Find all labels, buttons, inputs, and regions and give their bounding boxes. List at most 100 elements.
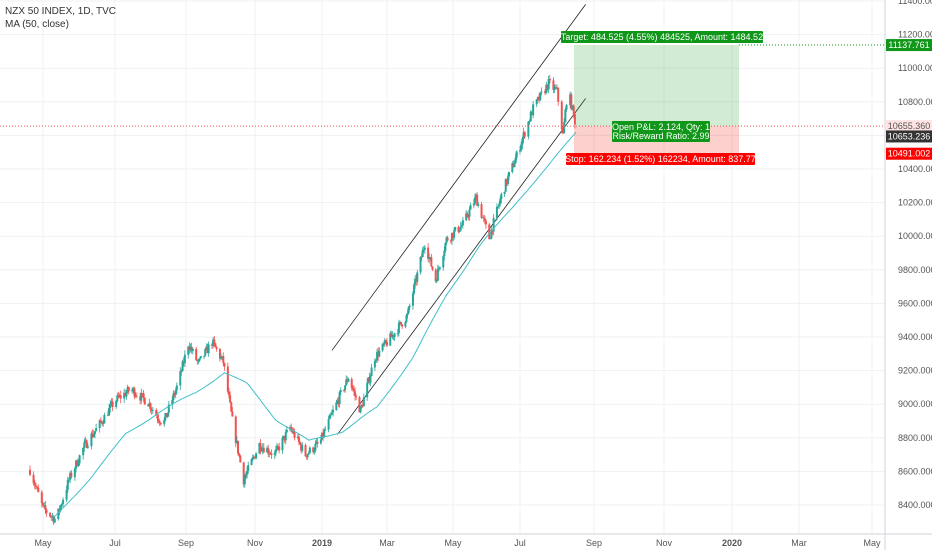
candle-down <box>546 84 549 90</box>
candle-up <box>495 206 498 219</box>
candle-up <box>274 449 277 453</box>
candle-up <box>110 401 113 405</box>
candle-down <box>283 435 286 441</box>
candle-down <box>211 344 214 346</box>
candle-up <box>191 348 194 352</box>
candle-down <box>400 321 403 325</box>
candle-up <box>461 220 464 226</box>
candle-down <box>99 420 102 422</box>
candle-up <box>78 455 81 464</box>
candle-down <box>512 163 515 168</box>
candle-up <box>376 351 379 360</box>
candle-up <box>148 403 151 407</box>
candle-down <box>218 348 221 359</box>
candle-down <box>415 278 418 282</box>
candle-down <box>52 516 55 523</box>
candle-down <box>290 427 293 430</box>
candle-down <box>45 509 48 513</box>
candle-up <box>564 109 567 122</box>
candle-down <box>557 87 560 102</box>
candle-up <box>126 387 129 393</box>
x-tick-label: Sep <box>178 538 194 548</box>
entry-price-tag: 10655.360 <box>888 121 931 131</box>
candle-up <box>359 407 362 413</box>
legend-indicator: MA (50, close) <box>5 19 69 30</box>
candle-down <box>368 377 371 383</box>
candle-down <box>262 447 265 453</box>
candle-up <box>244 474 247 478</box>
candle-up <box>497 206 500 208</box>
candle-up <box>92 434 95 438</box>
candle-up <box>335 402 338 410</box>
candle-down <box>476 194 479 206</box>
candle-up <box>460 225 463 227</box>
candle-up <box>490 229 493 239</box>
candle-up <box>428 257 431 259</box>
candle-up <box>103 414 106 424</box>
candle-down <box>159 423 162 425</box>
candle-down <box>229 395 232 403</box>
candle-down <box>572 105 575 115</box>
candles <box>29 74 576 526</box>
candle-down <box>561 129 564 134</box>
candle-down <box>37 487 40 493</box>
y-tick-label: 8400.000 <box>898 500 932 510</box>
candle-up <box>131 389 134 392</box>
channel-lower-line <box>337 98 586 435</box>
candle-up <box>273 452 276 455</box>
candle-down <box>195 348 198 361</box>
candle-down <box>538 96 541 101</box>
candle-up <box>563 121 566 134</box>
price-lines <box>0 44 885 127</box>
stop-price-tag: 10491.002 <box>888 149 931 159</box>
candle-up <box>381 343 384 351</box>
candle-down <box>206 346 209 354</box>
candle-down <box>158 421 161 424</box>
y-tick-label: 11000.000 <box>898 63 932 73</box>
candle-down <box>305 456 308 458</box>
candle-down <box>386 342 388 346</box>
candle-up <box>83 442 86 448</box>
candle-down <box>165 413 168 417</box>
candle-up <box>296 436 299 438</box>
candle-down <box>188 346 191 350</box>
candle-up <box>235 440 238 443</box>
candle-up <box>95 428 98 432</box>
candle-down <box>259 443 262 451</box>
candle-up <box>179 371 182 386</box>
last-price-tag: 10653.236 <box>888 131 931 141</box>
candle-down <box>431 266 434 270</box>
candle-up <box>174 390 177 395</box>
candle-up <box>569 94 572 105</box>
candle-up <box>545 84 548 94</box>
candle-down <box>40 492 43 503</box>
candle-up <box>393 333 396 337</box>
candle-down <box>346 379 349 382</box>
candle-down <box>382 343 385 345</box>
candle-up <box>527 121 530 137</box>
candle-up <box>65 489 68 500</box>
candle-up <box>332 409 335 413</box>
x-tick-label: Mar <box>379 538 395 548</box>
candle-down <box>430 257 433 267</box>
candle-up <box>171 400 174 405</box>
candle-up <box>166 412 169 417</box>
candle-down <box>124 392 127 397</box>
candle-up <box>243 477 246 485</box>
candle-down <box>544 91 547 94</box>
position-zones <box>574 45 739 154</box>
trend-channel <box>331 4 586 435</box>
candle-up <box>90 433 93 447</box>
y-tick-label: 10200.000 <box>898 198 932 208</box>
candle-down <box>484 220 487 225</box>
candle-up <box>172 393 175 401</box>
candle-up <box>422 249 425 251</box>
x-tick-label: May <box>444 538 462 548</box>
candle-down <box>101 421 104 424</box>
candle-down <box>358 397 361 413</box>
candle-up <box>367 377 370 383</box>
candle-up <box>489 238 492 240</box>
candle-down <box>85 440 88 448</box>
candle-down <box>238 453 241 456</box>
